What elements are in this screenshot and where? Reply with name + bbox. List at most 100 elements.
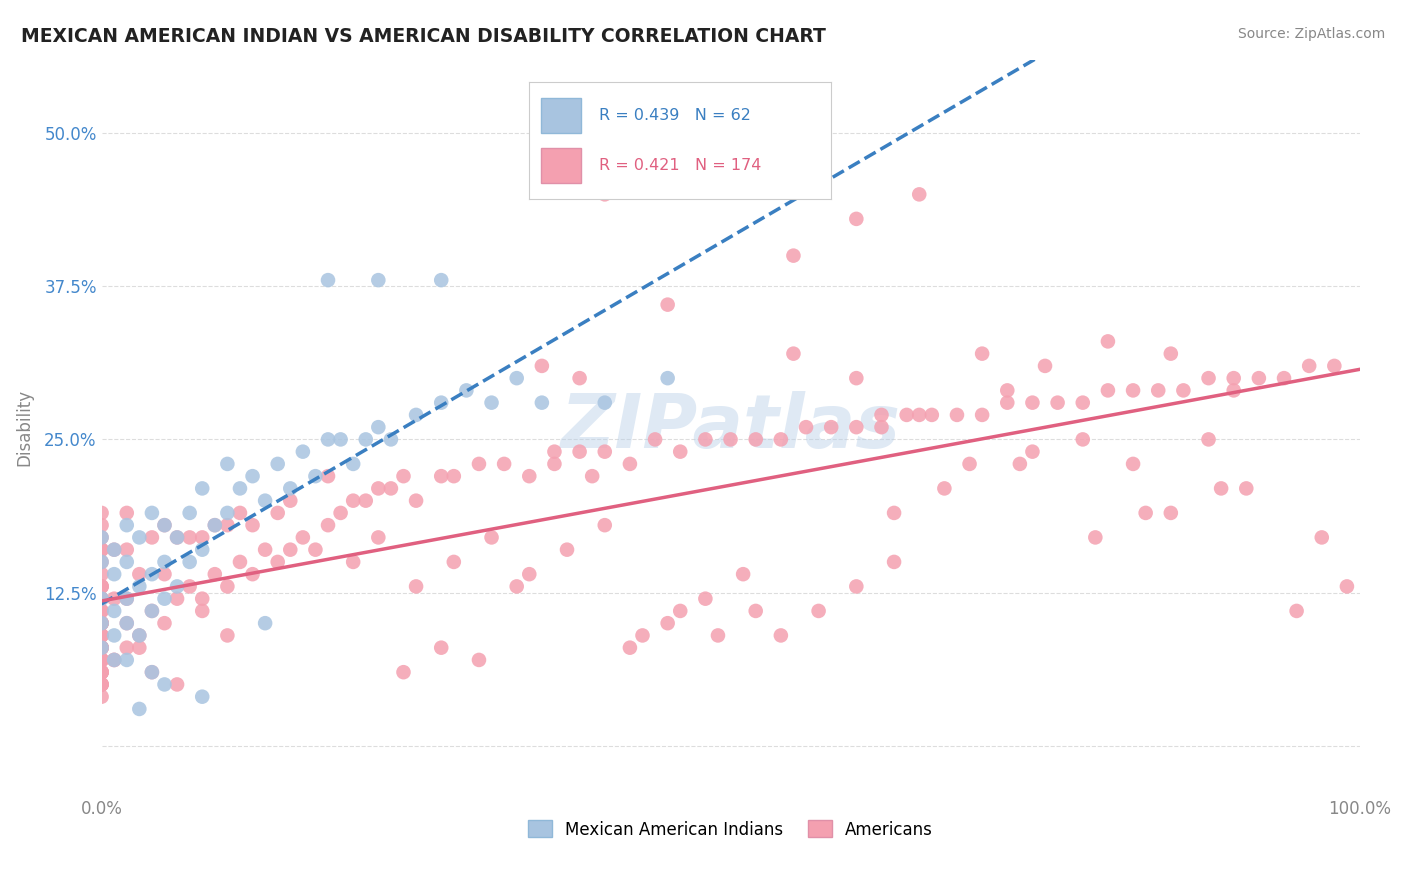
Point (657, 371, 679, 385)
Point (530, 359, 553, 373)
Point (896, 408, 918, 422)
Point (405, 493, 427, 508)
Point (430, 273, 453, 287)
Point (191, 591, 214, 606)
Point (581, 469, 603, 483)
Point (494, 457, 516, 471)
Point (90, 653, 112, 667)
Legend: Mexican American Indians, Americans: Mexican American Indians, Americans (522, 814, 939, 846)
Point (115, 616, 138, 631)
Point (1336, 579, 1358, 593)
Point (179, 579, 201, 593)
Point (304, 469, 326, 483)
Point (90, 665, 112, 680)
Point (217, 518, 239, 533)
Point (934, 482, 956, 496)
Point (115, 653, 138, 667)
Point (769, 433, 792, 447)
Point (254, 493, 277, 508)
Point (103, 604, 125, 618)
Point (845, 211, 868, 226)
Point (304, 542, 326, 557)
Point (568, 444, 591, 458)
Point (342, 457, 364, 471)
Point (430, 640, 453, 655)
Point (103, 653, 125, 667)
Point (141, 604, 163, 618)
Point (1285, 604, 1308, 618)
Point (90, 640, 112, 655)
Point (883, 506, 905, 520)
Point (794, 420, 817, 434)
Point (593, 444, 616, 458)
Point (254, 616, 277, 631)
Point (179, 555, 201, 569)
Point (166, 579, 188, 593)
Point (254, 542, 277, 557)
Point (90, 653, 112, 667)
Point (204, 567, 226, 582)
Point (468, 653, 491, 667)
Point (1122, 457, 1144, 471)
Point (845, 420, 868, 434)
Point (845, 579, 868, 593)
Point (593, 395, 616, 409)
Point (820, 420, 842, 434)
Point (115, 591, 138, 606)
Point (1247, 371, 1270, 385)
Point (291, 444, 314, 458)
Point (707, 628, 730, 642)
Point (329, 506, 352, 520)
Point (90, 542, 112, 557)
Point (517, 469, 540, 483)
Point (90, 665, 112, 680)
Point (908, 187, 931, 202)
Point (191, 542, 214, 557)
Point (90, 518, 112, 533)
Point (972, 346, 994, 360)
Point (506, 371, 529, 385)
Point (354, 433, 377, 447)
Point (153, 616, 176, 631)
Point (217, 457, 239, 471)
Point (1323, 359, 1346, 373)
Point (392, 469, 415, 483)
Point (481, 395, 503, 409)
Point (1033, 359, 1056, 373)
Point (908, 408, 931, 422)
Point (128, 579, 150, 593)
Point (90, 579, 112, 593)
Point (103, 542, 125, 557)
Point (769, 628, 792, 642)
Point (90, 555, 112, 569)
Point (342, 555, 364, 569)
Point (267, 555, 290, 569)
Point (329, 433, 352, 447)
Point (720, 113, 742, 128)
Point (128, 530, 150, 544)
Point (103, 653, 125, 667)
Point (443, 469, 465, 483)
Point (90, 640, 112, 655)
Point (166, 591, 188, 606)
Point (845, 371, 868, 385)
Point (90, 506, 112, 520)
Point (128, 628, 150, 642)
Point (191, 530, 214, 544)
Point (1097, 384, 1119, 398)
Point (1046, 395, 1069, 409)
Point (90, 653, 112, 667)
Point (103, 591, 125, 606)
Point (242, 518, 264, 533)
Point (90, 653, 112, 667)
Point (995, 395, 1018, 409)
Point (1310, 530, 1333, 544)
Point (291, 530, 314, 544)
Point (90, 616, 112, 631)
Point (316, 273, 339, 287)
Point (1198, 433, 1220, 447)
Point (1135, 506, 1157, 520)
Point (90, 640, 112, 655)
Point (229, 555, 252, 569)
Point (1222, 371, 1244, 385)
